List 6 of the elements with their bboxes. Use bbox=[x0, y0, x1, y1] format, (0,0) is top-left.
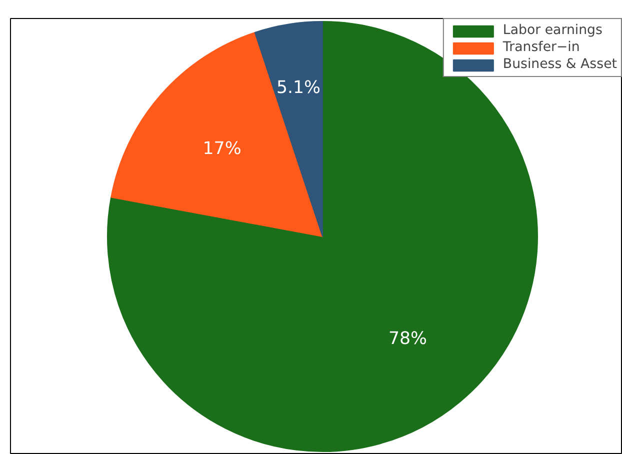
data-label: 78% bbox=[388, 329, 427, 349]
legend-label: Labor earnings bbox=[502, 23, 602, 38]
data-label: 17% bbox=[202, 138, 242, 159]
data-label: 5.1% bbox=[276, 78, 321, 98]
legend-label: Transfer−in bbox=[502, 40, 580, 55]
legend-label: Business & Asset bbox=[502, 57, 617, 72]
